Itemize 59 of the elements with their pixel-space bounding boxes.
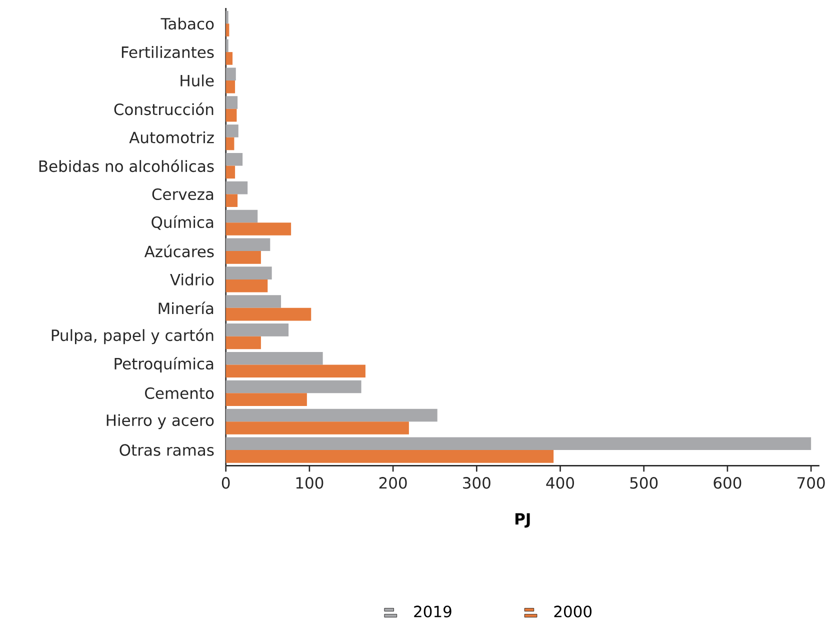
bar	[226, 194, 238, 208]
bar	[226, 166, 236, 179]
bar	[226, 210, 258, 223]
y-tick-label: Bebidas no alcohólicas	[39, 160, 214, 172]
y-tick-label: Pulpa, papel y cartón	[52, 328, 214, 344]
bar	[226, 437, 812, 450]
bar	[226, 280, 268, 292]
legend-label: 2000	[554, 606, 592, 618]
bar	[226, 422, 409, 435]
y-tick-label: Petroquímica	[114, 357, 214, 373]
x-tick-label: 200	[379, 477, 407, 489]
y-tick-label: Construcción	[114, 102, 214, 116]
bar	[226, 39, 228, 52]
bar	[226, 308, 312, 321]
bar	[226, 409, 438, 422]
x-tick-label: 400	[546, 477, 574, 489]
bar	[226, 52, 233, 66]
x-tick-label: 300	[463, 477, 490, 489]
y-tick-label: Azúcares	[144, 244, 214, 258]
bar	[226, 124, 238, 138]
y-tick-label: Minería	[158, 302, 214, 314]
y-tick-label: Vidrio	[170, 274, 214, 286]
bar	[226, 352, 323, 365]
bar	[226, 153, 243, 166]
x-tick-label: 700	[798, 477, 825, 489]
bar	[226, 238, 270, 252]
bar	[226, 336, 261, 350]
bar	[226, 11, 228, 24]
bar	[226, 450, 554, 464]
bar	[226, 380, 362, 394]
bar	[226, 68, 236, 81]
x-tick-label: 100	[296, 477, 324, 489]
bar	[226, 138, 234, 150]
bar	[226, 96, 238, 110]
y-tick-label: Fertilizantes	[122, 46, 214, 58]
y-tick-label: Tabaco	[160, 18, 214, 30]
y-tick-label: Cemento	[145, 388, 214, 400]
bar	[226, 295, 282, 308]
y-tick-label: Automotriz	[129, 132, 214, 144]
bar	[226, 251, 261, 264]
bar	[226, 182, 248, 194]
bar	[226, 364, 366, 378]
bar	[226, 324, 289, 337]
y-tick-label: Hule	[180, 74, 214, 87]
bar	[226, 80, 236, 94]
bar	[226, 222, 292, 236]
legend-label: 2019	[414, 606, 452, 618]
bar	[226, 24, 230, 37]
y-tick-label: Química	[152, 216, 214, 230]
bar	[226, 393, 307, 406]
x-tick-label: 500	[630, 477, 658, 489]
y-tick-label: Otras ramas	[120, 444, 214, 456]
y-tick-label: Cerveza	[152, 188, 214, 200]
x-tick-label: 600	[714, 477, 742, 489]
x-tick-label: 0	[222, 477, 230, 489]
x-axis-title: PJ	[515, 513, 530, 528]
bar	[226, 109, 237, 122]
bar	[226, 266, 272, 280]
y-tick-label: Hierro y acero	[106, 414, 214, 430]
